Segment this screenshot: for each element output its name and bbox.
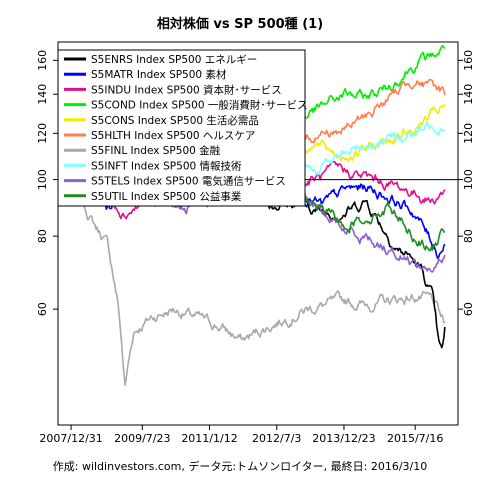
y-tick-label-right-5: 160 bbox=[462, 50, 475, 71]
y-axis-left: 60 80 100 120 140 160 bbox=[36, 50, 58, 316]
y-tick-label-right-3: 120 bbox=[462, 123, 475, 144]
legend-label-6: S5FINL Index SP500 金融 bbox=[91, 144, 221, 157]
y-tick-label-left-3: 120 bbox=[36, 123, 49, 144]
chart-caption: 作成: wildinvestors.com, データ元:トムソンロイター, 最終… bbox=[53, 459, 427, 473]
x-tick-label-4: 2013/12/23 bbox=[312, 432, 375, 445]
x-tick-label-5: 2015/7/16 bbox=[387, 432, 443, 445]
legend-label-2: S5INDU Index SP500 資本財･サービス bbox=[91, 83, 282, 96]
y-tick-label-left-1: 80 bbox=[36, 229, 49, 243]
y-tick-label-right-1: 80 bbox=[462, 229, 475, 243]
legend-label-8: S5TELS Index SP500 電気通信サービス bbox=[91, 175, 286, 188]
legend-label-3: S5COND Index SP500 一般消費財･サービス bbox=[91, 99, 308, 112]
y-tick-label-left-0: 60 bbox=[36, 302, 49, 316]
y-axis-right: 60 80 100 120 140 160 bbox=[458, 50, 475, 316]
legend-label-1: S5MATR Index SP500 素材 bbox=[91, 68, 227, 81]
legend-label-5: S5HLTH Index SP500 ヘルスケア bbox=[91, 130, 255, 142]
legend-box bbox=[57, 49, 306, 207]
chart-title: 相対株価 vs SP 500種 (1) bbox=[157, 16, 323, 32]
legend-label-7: S5INFT Index SP500 情報技術 bbox=[91, 159, 242, 172]
y-tick-label-left-2: 100 bbox=[36, 169, 49, 190]
legend: S5ENRS Index SP500 エネルギー S5MATR Index SP5… bbox=[57, 49, 308, 207]
y-tick-label-left-4: 140 bbox=[36, 84, 49, 105]
x-tick-label-2: 2011/1/12 bbox=[181, 432, 237, 445]
legend-label-4: S5CONS Index SP500 生活必需品 bbox=[91, 114, 259, 127]
x-tick-label-1: 2009/7/23 bbox=[114, 432, 170, 445]
legend-label-0: S5ENRS Index SP500 エネルギー bbox=[91, 54, 257, 66]
x-tick-label-0: 2007/12/31 bbox=[39, 432, 102, 445]
x-tick-label-3: 2012/7/3 bbox=[252, 432, 301, 445]
plot-frame bbox=[57, 41, 459, 426]
y-tick-label-right-2: 100 bbox=[462, 169, 475, 190]
y-tick-label-right-0: 60 bbox=[462, 302, 475, 316]
series-line-6 bbox=[70, 178, 446, 387]
legend-label-9: S5UTIL Index SP500 公益事業 bbox=[91, 190, 242, 203]
x-axis: 2007/12/31 2009/7/23 2011/1/12 2012/7/3 2013… bbox=[39, 425, 443, 445]
y-tick-label-left-5: 160 bbox=[36, 50, 49, 71]
y-tick-label-right-4: 140 bbox=[462, 84, 475, 105]
